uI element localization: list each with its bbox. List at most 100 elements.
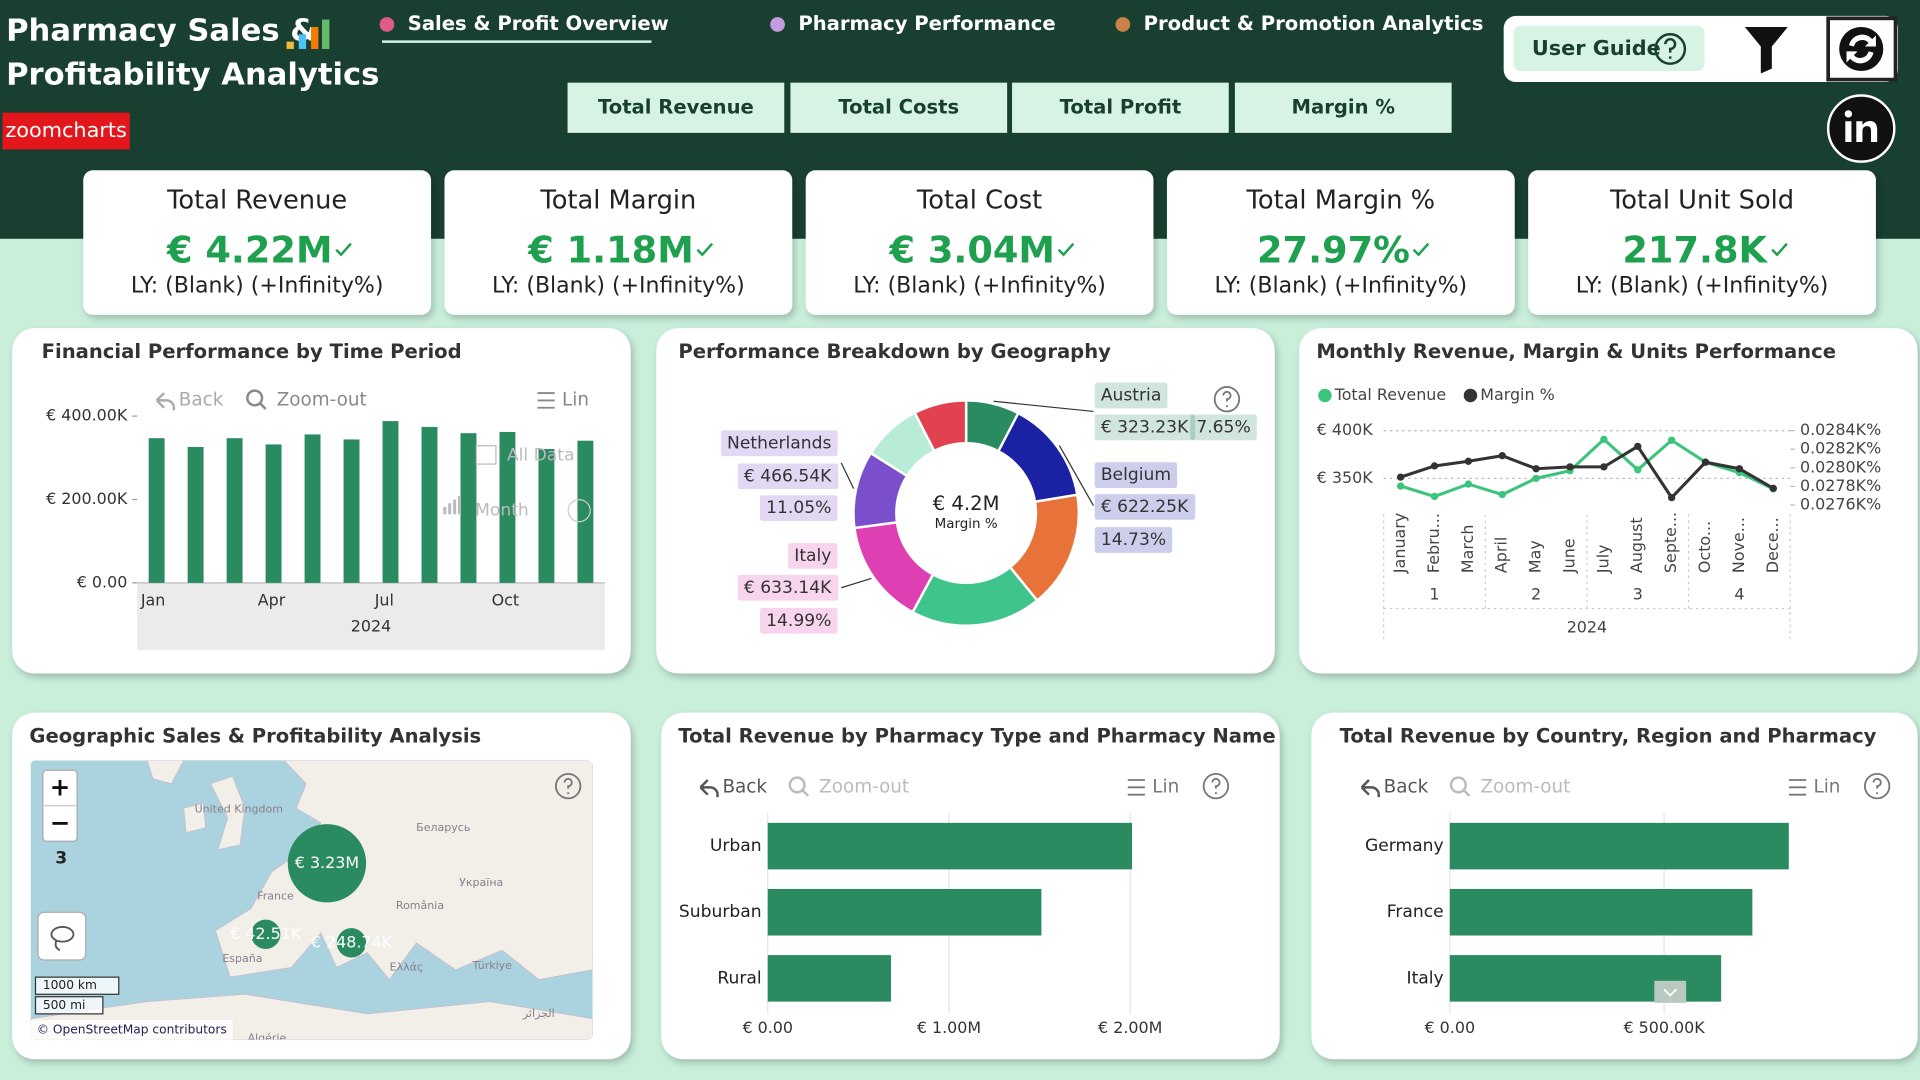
nav-tab[interactable]: Pharmacy Performance xyxy=(798,12,1055,35)
x-tick-label: € 500.00K xyxy=(1623,1018,1705,1037)
x-tick-label: June xyxy=(1559,538,1578,574)
x-tick-label: Septe... xyxy=(1661,512,1680,573)
zoom-in[interactable]: + xyxy=(50,773,71,802)
place-label: France xyxy=(257,889,294,902)
x-group-label: 2024 xyxy=(1567,618,1607,637)
donut-center-value: € 4.2M xyxy=(933,492,1000,515)
zoom-level: 3 xyxy=(55,848,67,868)
month-icon xyxy=(443,507,446,514)
quarter-label: 1 xyxy=(1429,585,1439,604)
toolbar-zoom-out[interactable]: Zoom-out xyxy=(277,389,367,410)
chart-title: Performance Breakdown by Geography xyxy=(678,340,1111,363)
title-icon-bar xyxy=(311,27,318,49)
segment-share: 14.99% xyxy=(766,611,831,631)
series-point xyxy=(1465,480,1472,487)
nav-tab[interactable]: Product & Promotion Analytics xyxy=(1144,12,1484,35)
segment-share: 7.65% xyxy=(1196,417,1250,437)
chart-title: Financial Performance by Time Period xyxy=(42,340,462,363)
x-tick-label: Jan xyxy=(140,591,166,610)
series-point xyxy=(1431,462,1438,469)
expand-button[interactable] xyxy=(1654,981,1686,1003)
kpi-comparison: LY: (Blank) (+Infinity%) xyxy=(131,274,384,299)
legend-label: Margin % xyxy=(1480,385,1555,404)
bar xyxy=(577,441,593,583)
kpi-title: Total Cost xyxy=(916,185,1042,215)
x-tick-label: € 0.00 xyxy=(742,1018,793,1037)
segment-share: 11.05% xyxy=(766,498,831,518)
series-point xyxy=(1600,463,1607,470)
place-label: Україна xyxy=(459,876,503,889)
scale-label: 500 mi xyxy=(43,998,86,1012)
place-label: España xyxy=(222,952,262,965)
series-point xyxy=(1566,463,1573,470)
segment-name: Italy xyxy=(794,546,831,566)
x-group-label: 2024 xyxy=(351,616,391,635)
series-point xyxy=(1634,466,1641,473)
y-tick-label: € 400K xyxy=(1317,420,1374,439)
x-tick-label: € 0.00 xyxy=(1424,1018,1475,1037)
series-point xyxy=(1600,436,1607,443)
toolbar-lin[interactable]: Lin xyxy=(1152,776,1179,797)
kpi-title: Total Margin xyxy=(539,185,696,215)
toolbar-back[interactable]: Back xyxy=(722,776,767,797)
x-tick-label: May xyxy=(1526,540,1545,573)
zoom-out[interactable]: − xyxy=(50,808,71,837)
y-tick-label: € 350K xyxy=(1317,468,1374,487)
measure-button-label: Margin % xyxy=(1292,95,1395,118)
bar xyxy=(344,439,360,582)
y-tick-label: € 400.00K xyxy=(46,406,128,425)
kpi-title: Total Margin % xyxy=(1246,185,1436,215)
x-tick-label: January xyxy=(1390,513,1409,574)
series-point xyxy=(1770,485,1777,492)
title-icon-bar xyxy=(287,42,294,49)
nav-tab[interactable]: Sales & Profit Overview xyxy=(408,12,669,35)
toolbar-zoom-out[interactable]: Zoom-out xyxy=(1480,776,1570,797)
x-tick-label: July xyxy=(1593,544,1612,574)
bar xyxy=(461,433,477,583)
place-label: România xyxy=(396,899,444,912)
x-tick-label: Febru... xyxy=(1424,513,1443,573)
segment-value: € 633.14K xyxy=(744,578,832,598)
y2-tick-label: 0.0282K% xyxy=(1800,439,1881,458)
chart-title: Monthly Revenue, Margin & Units Performa… xyxy=(1316,340,1836,363)
measure-button-label: Total Profit xyxy=(1060,95,1182,118)
donut-center-label: Margin % xyxy=(935,517,998,532)
x-tick-label: € 2.00M xyxy=(1098,1018,1162,1037)
bar xyxy=(266,444,282,582)
segment-value: € 622.25K xyxy=(1101,497,1189,517)
series-point xyxy=(1397,473,1404,480)
y-tick-label: Rural xyxy=(717,968,761,988)
chart-card xyxy=(661,713,1279,1060)
month-icon xyxy=(458,496,461,514)
legend-swatch xyxy=(1464,389,1477,402)
user-guide-label: User Guide xyxy=(1532,36,1661,60)
granularity-dropdown[interactable]: Month xyxy=(475,501,529,521)
kpi-comparison: LY: (Blank) (+Infinity%) xyxy=(1576,274,1829,299)
bar xyxy=(768,955,891,1002)
place-label: Беларусь xyxy=(416,821,470,834)
quarter-label: 2 xyxy=(1531,585,1541,604)
logo-text: zoomcharts xyxy=(5,118,127,142)
place-label: الجزائر xyxy=(522,1007,555,1020)
toolbar-back[interactable]: Back xyxy=(1384,776,1429,797)
legend-swatch xyxy=(1318,389,1331,402)
bar xyxy=(768,823,1132,870)
series-point xyxy=(1668,494,1675,501)
toolbar-back[interactable]: Back xyxy=(179,389,224,410)
y-tick-label: Italy xyxy=(1407,968,1444,988)
period-dropdown[interactable]: All Data xyxy=(507,446,575,466)
refresh-icon xyxy=(1839,27,1883,71)
toolbar-lin[interactable]: Lin xyxy=(1813,776,1840,797)
quarter-label: 4 xyxy=(1734,585,1744,604)
lasso-button[interactable] xyxy=(38,912,86,960)
title-icon-bar xyxy=(322,20,329,49)
bar xyxy=(227,438,243,583)
measure-button-label: Total Revenue xyxy=(598,95,754,118)
kpi-comparison: LY: (Blank) (+Infinity%) xyxy=(1214,274,1467,299)
tab-icon xyxy=(1116,17,1131,32)
toolbar-zoom-out[interactable]: Zoom-out xyxy=(819,776,909,797)
chart-title: Total Revenue by Country, Region and Pha… xyxy=(1340,725,1877,748)
scale-label: 1000 km xyxy=(43,978,97,992)
toolbar-lin[interactable]: Lin xyxy=(562,389,589,410)
